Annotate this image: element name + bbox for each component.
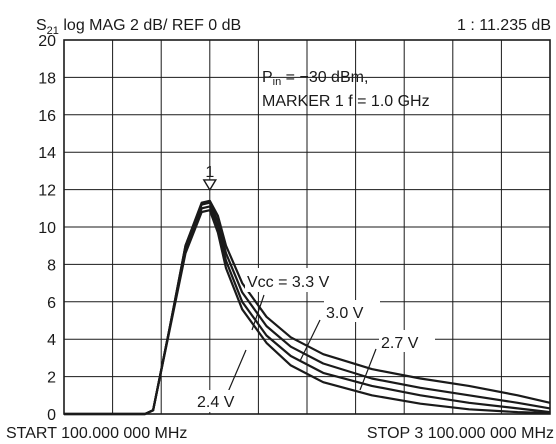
y-tick-label: 4	[47, 332, 56, 349]
leader-line-3v0	[299, 319, 321, 362]
marker-frequency-annotation: MARKER 1 f = 1.0 GHz	[262, 93, 430, 110]
input-power-annotation: Pin = −30 dBm,	[262, 69, 368, 88]
grid	[64, 40, 550, 414]
label-bg-2v7	[379, 330, 435, 352]
series-labels: Vcc = 3.3 V 3.0 V 2.7 V 2.4 V	[195, 268, 435, 412]
series-label-2v4: 2.4 V	[197, 394, 235, 411]
y-tick-label: 10	[38, 220, 56, 237]
y-tick-label: 6	[47, 295, 56, 312]
y-tick-label: 14	[38, 145, 56, 162]
y-tick-labels: 0 2 4 6 8 10 12 14 16 18 20	[38, 33, 56, 424]
y-tick-label: 20	[38, 33, 56, 50]
y-tick-label: 8	[47, 257, 56, 274]
y-tick-label: 12	[38, 183, 56, 200]
marker-1-label: 1	[205, 164, 214, 181]
header-format: S21 log MAG 2 dB/ REF 0 dB	[36, 17, 241, 37]
marker-1: 1	[202, 164, 218, 192]
y-tick-label: 2	[47, 370, 56, 387]
leader-line-2v7	[359, 348, 377, 391]
plot-frame	[63, 39, 551, 415]
header-marker-readout: 1 : 11.235 dB	[457, 17, 551, 34]
curve-24v	[64, 209, 551, 416]
leader-line-3v3	[251, 294, 265, 331]
label-bg-3v3	[245, 268, 351, 292]
leader-line-2v4	[227, 349, 247, 393]
start-frequency: START 100.000 000 MHz	[6, 425, 187, 442]
series-label-3v3: Vcc = 3.3 V	[247, 274, 330, 291]
marker-triangle-icon	[202, 179, 218, 192]
curves	[64, 199, 551, 416]
label-bg-2v4	[195, 390, 251, 412]
y-tick-label: 0	[47, 407, 56, 424]
series-label-3v0: 3.0 V	[326, 305, 364, 322]
series-label-2v7: 2.7 V	[381, 335, 419, 352]
y-tick-label: 18	[38, 70, 56, 87]
label-bg-3v0	[324, 300, 380, 322]
stop-frequency: STOP 3 100.000 000 MHz	[367, 425, 554, 442]
y-tick-label: 16	[38, 108, 56, 125]
